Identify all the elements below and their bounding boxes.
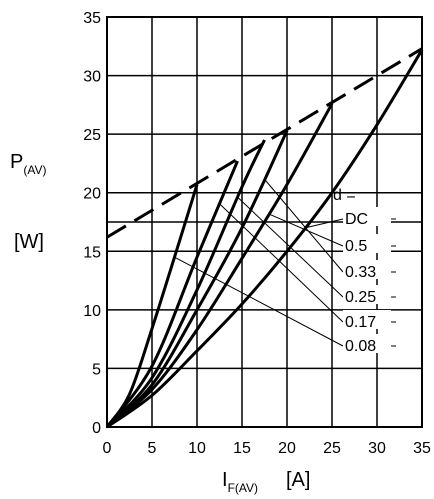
curve-0-17 [105, 160, 239, 428]
x-axis-label-main: I [222, 469, 228, 491]
y-tick-label: 30 [83, 69, 101, 86]
series-label-0-33: 0.33 [345, 264, 376, 281]
y-axis-label: P(AV) [10, 151, 46, 177]
y-tick-label: 25 [83, 127, 101, 144]
curve-DC [106, 49, 424, 429]
x-tick-labels: 0 5 10 15 20 25 30 35 [103, 440, 431, 457]
y-axis-label-sub: (AV) [23, 163, 46, 177]
y-tick-label: 15 [83, 244, 101, 261]
leader-line [219, 203, 344, 323]
y-tick-label: 0 [92, 420, 101, 437]
envelope-line [106, 47, 423, 239]
label-bg [343, 334, 391, 353]
plot-frame [106, 16, 423, 428]
y-tick-label: 35 [83, 10, 101, 27]
x-tick-label: 15 [233, 440, 251, 457]
x-tick-label: 0 [103, 440, 112, 457]
label-bg [343, 310, 391, 329]
x-tick-label: 30 [368, 440, 386, 457]
x-tick-label: 20 [278, 440, 296, 457]
leader-line [268, 213, 344, 247]
y-tick-label: 20 [83, 186, 101, 203]
curve-0-5 [106, 102, 334, 429]
leader-line [304, 218, 344, 229]
y-axis-unit: [W] [14, 231, 44, 253]
series-label-0-17: 0.17 [345, 314, 376, 331]
series-label-DC: DC [345, 211, 368, 228]
leader-line [264, 178, 344, 273]
curve-0-25 [105, 139, 266, 429]
x-tick-label: 10 [188, 440, 206, 457]
leader-line [174, 256, 344, 347]
y-axis-label-main: P [10, 151, 23, 173]
x-axis-unit: [A] [286, 469, 310, 491]
curve-0-33 [105, 129, 289, 429]
y-tick-label: 5 [92, 361, 101, 378]
legend-title: d = [333, 187, 356, 204]
series-label-0-25: 0.25 [345, 289, 376, 306]
label-bg [343, 260, 391, 279]
label-bg [343, 285, 391, 304]
y-tick-label: 10 [83, 303, 101, 320]
x-tick-label: 25 [323, 440, 341, 457]
leader-line [237, 196, 344, 298]
label-bg [343, 234, 391, 253]
envelope-dashed-line [106, 47, 423, 239]
x-axis-label: IF(AV) [222, 469, 258, 495]
curve-0-08 [105, 184, 199, 428]
series-label-0-5: 0.5 [345, 238, 367, 255]
label-bg [343, 207, 391, 226]
legend-leaders: DC 0.5 0.33 0.25 0.17 0.08 [174, 178, 396, 355]
y-tick-labels: 0 5 10 15 20 25 30 35 [83, 10, 101, 437]
x-axis-label-sub: F(AV) [228, 481, 258, 495]
series-label-0-08: 0.08 [345, 338, 376, 355]
x-tick-label: 35 [413, 440, 431, 457]
x-tick-label: 5 [148, 440, 157, 457]
